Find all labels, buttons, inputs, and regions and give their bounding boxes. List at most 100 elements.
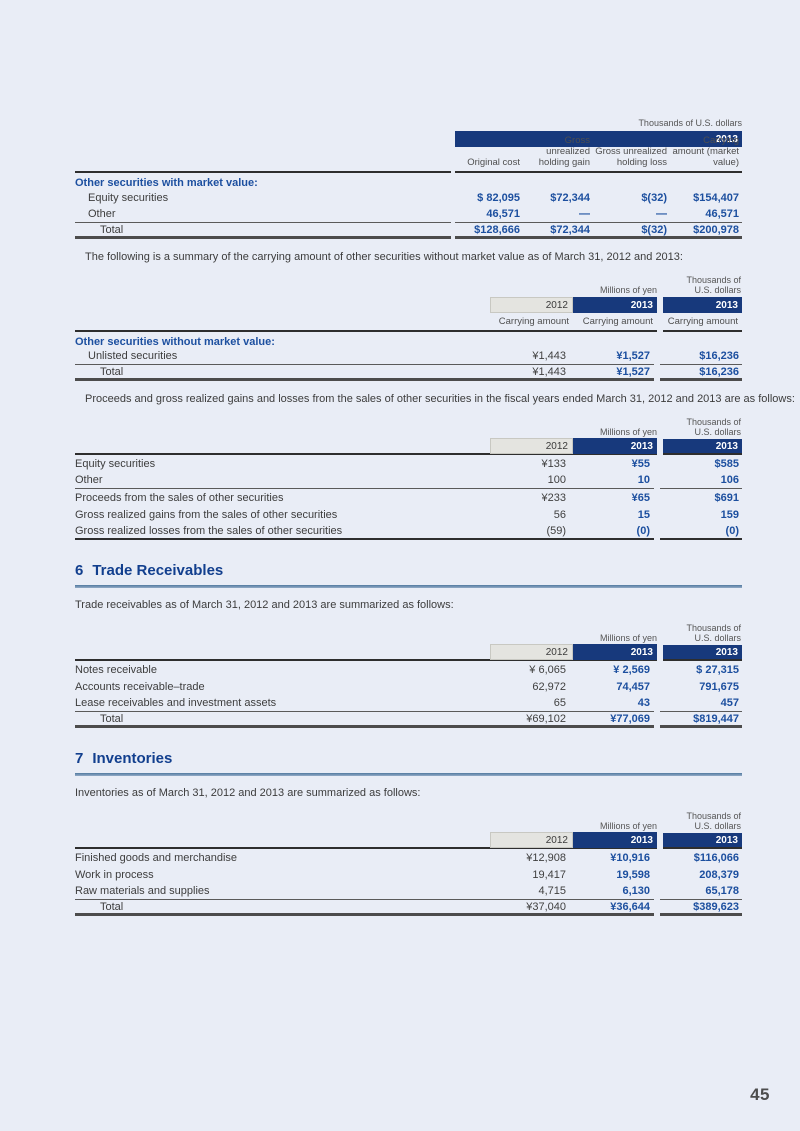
total-gross-gain: $72,344 xyxy=(550,223,590,236)
value-2013-yen: ¥ 2,569 xyxy=(613,663,650,676)
table-row: Proceeds from the sales of other securit… xyxy=(75,489,742,506)
value-gross-loss: $(32) xyxy=(641,191,667,204)
unit-labels-row: Millions of yen Thousands of U.S. dollar… xyxy=(75,623,742,643)
table-row: Accounts receivable–trade 62,972 74,457 … xyxy=(75,678,742,695)
year-2012-header: 2012 xyxy=(490,832,573,848)
value-carrying-amount: 46,571 xyxy=(705,208,739,220)
total-2013-usd: $16,236 xyxy=(660,365,742,381)
total-2013-usd: $819,447 xyxy=(660,712,742,728)
year-header-row: 2013 xyxy=(75,131,742,147)
page-number: 45 xyxy=(750,1085,770,1104)
table-row: Raw materials and supplies 4,715 6,130 6… xyxy=(75,883,742,900)
value-2013-yen: 6,130 xyxy=(622,885,650,897)
value-2013-yen: 74,457 xyxy=(616,680,650,693)
section-heading-inventories: 7 Inventories xyxy=(75,750,742,768)
value-gross-loss: — xyxy=(656,208,667,220)
value-gross-gain: $72,344 xyxy=(550,191,590,204)
year-header-row: 2012 2013 2013 xyxy=(75,644,742,661)
value-2012: (59) xyxy=(546,524,566,537)
yen-unit-label: Millions of yen xyxy=(599,285,657,295)
total-label: Total xyxy=(100,223,124,236)
col-header-gross-loss: Gross unrealized holding loss xyxy=(595,146,667,168)
section-number: 7 xyxy=(75,750,84,767)
col-header-original-cost: Original cost xyxy=(467,157,520,168)
table-row: Finished goods and merchandise ¥12,908 ¥… xyxy=(75,849,742,866)
row-label: Finished goods and merchandise xyxy=(75,851,238,864)
value-2013-usd: 457 xyxy=(660,695,742,712)
total-2013-usd: $389,623 xyxy=(660,900,742,916)
securities-with-market-value-table: Thousands of U.S. dollars 2013 Original … xyxy=(75,117,742,239)
value-2013-usd: 208,379 xyxy=(699,868,739,881)
value-gross-gain: — xyxy=(579,208,590,220)
value-2012: 65 xyxy=(553,697,566,709)
year-header-row: 2012 2013 2013 xyxy=(75,297,742,313)
col-header-gross-gain: Gross unrealized holding gain xyxy=(538,135,590,168)
value-2012: 4,715 xyxy=(538,885,566,897)
year-2013-usd-header: 2013 xyxy=(663,297,742,313)
year-2013-yen-header: 2013 xyxy=(573,438,657,454)
row-label: Proceeds from the sales of other securit… xyxy=(75,491,284,504)
value-2013-yen: ¥1,527 xyxy=(616,350,650,362)
value-2013-yen: 19,598 xyxy=(616,868,650,881)
value-2013-usd: $16,236 xyxy=(660,348,742,365)
year-2013-yen-header: 2013 xyxy=(573,832,657,848)
value-2013-usd: $691 xyxy=(714,491,739,504)
total-label: Total xyxy=(100,712,124,725)
total-2012: ¥69,102 xyxy=(526,712,566,725)
row-label: Equity securities xyxy=(88,191,169,204)
col-header-carrying-amount: Carrying amount (market value) xyxy=(672,135,739,168)
value-2013-usd: 159 xyxy=(720,508,739,521)
total-2012: ¥37,040 xyxy=(526,900,566,913)
usd-unit-label: Thousands of U.S. dollars xyxy=(686,417,741,437)
table-row: Notes receivable ¥ 6,065 ¥ 2,569 $ 27,31… xyxy=(75,661,742,678)
table-row: Lease receivables and investment assets … xyxy=(75,695,742,712)
year-2013-usd-header: 2013 xyxy=(663,833,742,849)
value-2013-yen: ¥10,916 xyxy=(610,851,650,864)
row-label: Notes receivable xyxy=(75,663,157,676)
subheader-2013-usd: Carrying amount xyxy=(667,316,738,327)
section-heading-trade-receivables: 6 Trade Receivables xyxy=(75,562,742,580)
column-header-row: Original cost Gross unrealized holding g… xyxy=(75,135,742,173)
total-label: Total xyxy=(100,365,124,378)
value-2012: ¥12,908 xyxy=(526,851,566,864)
table-row: Other 46,571 — — 46,571 xyxy=(75,206,742,223)
securities-without-market-value-table: Millions of yen Thousands of U.S. dollar… xyxy=(75,275,742,381)
row-label: Equity securities xyxy=(75,457,156,470)
table-row: Gross realized losses from the sales of … xyxy=(75,523,742,540)
total-2013-yen: ¥77,069 xyxy=(610,712,650,725)
total-row: Total $128,666 $72,344 $(32) $200,978 xyxy=(75,223,742,239)
value-original-cost: 46,571 xyxy=(486,208,520,220)
realized-gains-losses-table: Millions of yen Thousands of U.S. dollar… xyxy=(75,417,742,540)
group-label: Other securities with market value: xyxy=(75,176,258,189)
table-row: Equity securities ¥133 ¥55 $585 xyxy=(75,455,742,472)
total-gross-loss: $(32) xyxy=(641,223,667,236)
value-2012: 56 xyxy=(553,508,566,521)
year-2013-usd-header: 2013 xyxy=(663,439,742,455)
value-2013-yen: 10 xyxy=(637,474,650,486)
paragraph-securities-without-market-value: The following is a summary of the carryi… xyxy=(85,251,683,263)
year-2012-header: 2012 xyxy=(490,297,573,313)
yen-unit-label: Millions of yen xyxy=(599,427,657,437)
value-2012: ¥133 xyxy=(541,457,566,470)
paragraph-realized-gains-losses: Proceeds and gross realized gains and lo… xyxy=(85,393,795,405)
trade-receivables-table: Millions of yen Thousands of U.S. dollar… xyxy=(75,623,742,728)
usd-unit-label: Thousands of U.S. dollars xyxy=(686,811,741,831)
value-2013-yen: 15 xyxy=(637,508,650,521)
row-label: Raw materials and supplies xyxy=(75,885,210,897)
row-label: Gross realized losses from the sales of … xyxy=(75,524,343,537)
total-carrying-amount: $200,978 xyxy=(693,223,739,236)
value-2013-usd: (0) xyxy=(660,523,742,540)
inventories-table: Millions of yen Thousands of U.S. dollar… xyxy=(75,811,742,916)
row-label: Gross realized gains from the sales of o… xyxy=(75,508,338,521)
total-2013-yen: ¥36,644 xyxy=(610,900,650,913)
usd-unit-label: Thousands of U.S. dollars xyxy=(686,623,741,643)
value-2013-usd: 106 xyxy=(660,472,742,489)
value-2013-yen: ¥65 xyxy=(631,491,650,504)
row-label: Accounts receivable–trade xyxy=(75,680,205,693)
value-2012: 62,972 xyxy=(532,680,566,693)
row-label: Unlisted securities xyxy=(88,350,178,362)
year-header-row: 2012 2013 2013 xyxy=(75,438,742,455)
row-label: Work in process xyxy=(75,868,154,881)
total-row: Total ¥1,443 ¥1,527 $16,236 xyxy=(75,365,742,381)
